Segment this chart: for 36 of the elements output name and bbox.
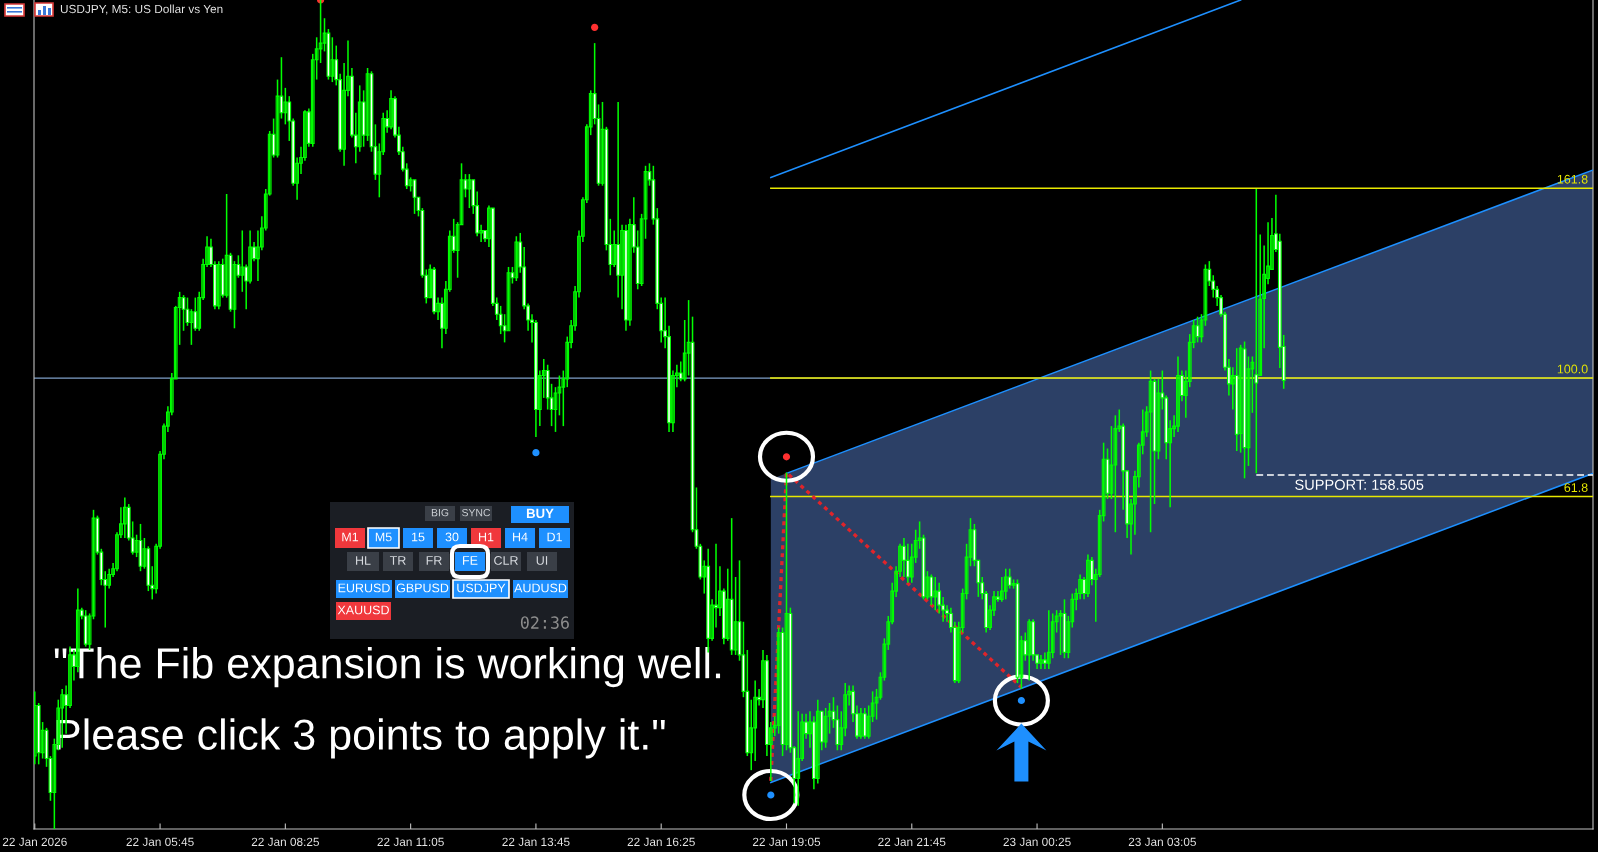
annotation: EURUSD xyxy=(338,583,390,593)
series-label: 61.8 xyxy=(1564,483,1588,493)
x-tick-label: 22 Jan 2026 xyxy=(2,837,67,846)
annotation: UI xyxy=(536,556,548,565)
annotation: H1 xyxy=(479,532,494,542)
annotation: FR xyxy=(426,556,442,565)
x-tick-label: 23 Jan 00:25 xyxy=(1003,837,1071,846)
chart-title: USDJPY, M5: US Dollar vs Yen xyxy=(60,4,223,15)
x-tick-label: 23 Jan 03:05 xyxy=(1128,837,1196,846)
x-tick-label: 22 Jan 05:45 xyxy=(126,837,194,846)
series-label: 100.0 xyxy=(1557,364,1588,374)
annotation: 30 xyxy=(445,532,459,542)
annotation: XAUUSD xyxy=(337,605,389,615)
annotation: SYNC xyxy=(462,508,491,517)
annotation: AUDUSD xyxy=(514,583,567,593)
x-tick-label: 22 Jan 11:05 xyxy=(377,837,444,846)
x-tick-label: 22 Jan 13:45 xyxy=(502,837,570,846)
annotation: D1 xyxy=(547,532,562,542)
series-label: SUPPORT: 158.505 xyxy=(1295,479,1424,490)
annotation: 02:36 xyxy=(520,616,569,629)
x-tick-label: 22 Jan 16:25 xyxy=(627,837,695,846)
annotation: BIG xyxy=(431,508,449,517)
annotation: M1 xyxy=(342,532,359,542)
x-tick-label: 22 Jan 08:25 xyxy=(251,837,319,846)
annotation: M5 xyxy=(375,532,392,542)
annotation: H4 xyxy=(513,532,528,542)
annotation: TR xyxy=(389,556,406,565)
annotation: CLR xyxy=(494,556,518,565)
annotation: FE xyxy=(463,556,478,565)
annotation: GBPUSD xyxy=(396,583,449,593)
annotation: 15 xyxy=(412,532,425,542)
annotation: HL xyxy=(356,556,371,565)
x-tick-label: 22 Jan 21:45 xyxy=(878,837,946,846)
annotation: USDJPY xyxy=(457,583,506,593)
annotation: BUY xyxy=(526,508,554,519)
x-tick-label: 22 Jan 19:05 xyxy=(752,837,821,846)
